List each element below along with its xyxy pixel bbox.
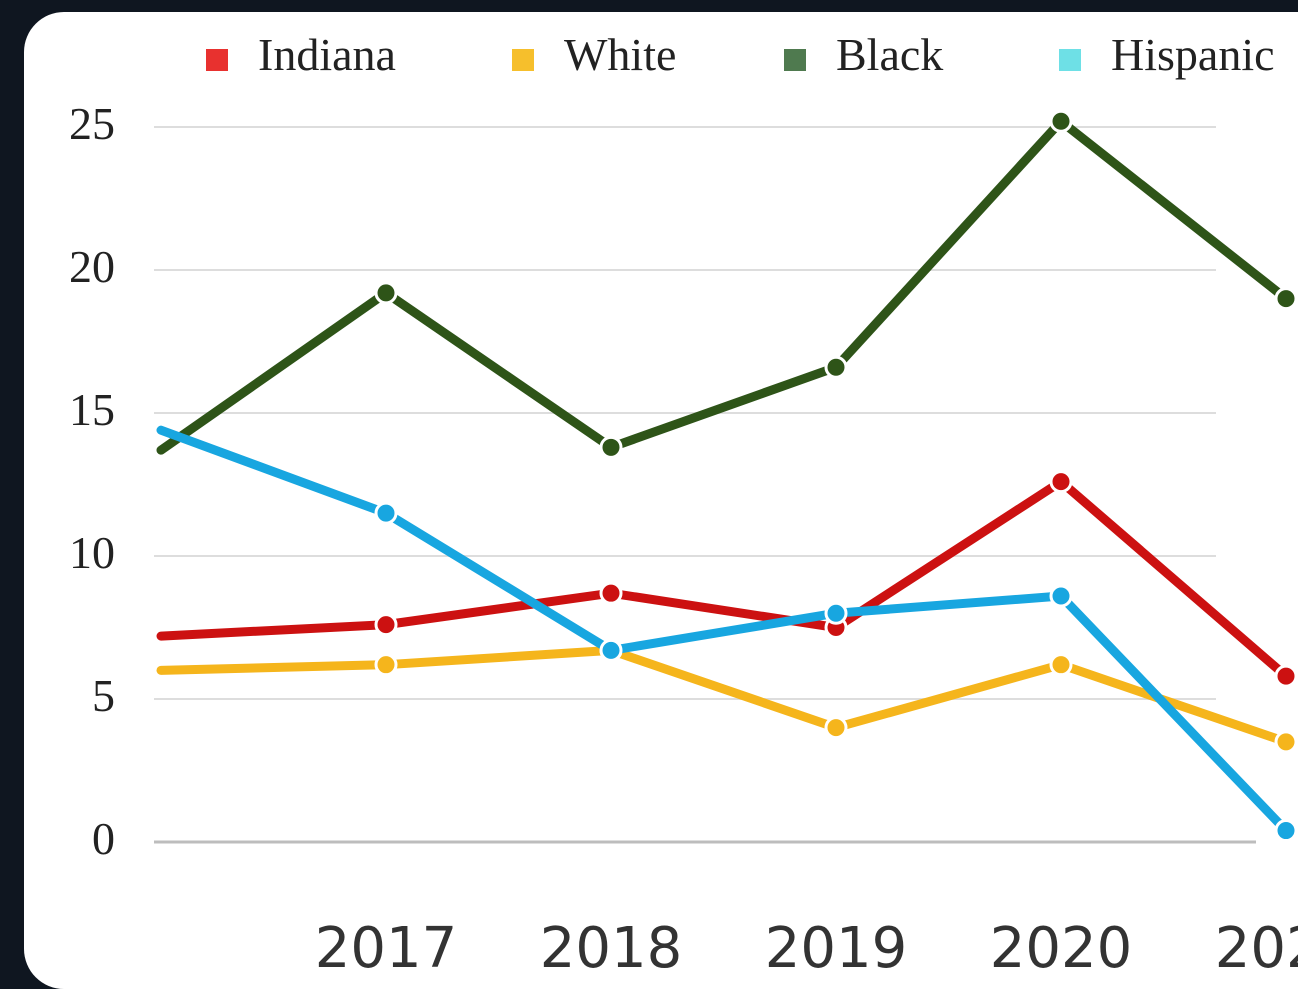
y-axis-ticks: 0 5 10 15 20 25 [69, 98, 115, 864]
x-tick-label: 2020 [990, 916, 1133, 981]
x-tick-label: 2018 [540, 916, 683, 981]
chart-card: Indiana White Black Hispanic 0 5 10 15 20 25 201… [24, 12, 1298, 989]
series-indiana [156, 470, 1298, 688]
data-point [374, 281, 398, 305]
data-point [1274, 664, 1298, 688]
data-point [1274, 730, 1298, 754]
y-tick-label: 0 [92, 813, 115, 864]
legend: Indiana White Black Hispanic [206, 29, 1275, 80]
data-point [824, 355, 848, 379]
data-point [1049, 584, 1073, 608]
legend-label: Black [836, 29, 943, 80]
data-point [1049, 653, 1073, 677]
x-tick-label: 2017 [315, 916, 458, 981]
data-point [374, 653, 398, 677]
y-tick-label: 25 [69, 98, 115, 149]
gridlines [154, 126, 1256, 844]
plot-area [156, 109, 1298, 843]
series-line [156, 645, 1291, 747]
data-point [824, 601, 848, 625]
y-tick-label: 5 [92, 670, 115, 721]
data-point [599, 638, 623, 662]
data-point [1049, 470, 1073, 494]
y-tick-label: 15 [69, 384, 115, 435]
y-tick-label: 20 [69, 241, 115, 292]
legend-swatch [1059, 49, 1081, 71]
data-point [1049, 109, 1073, 133]
legend-label: Hispanic [1111, 29, 1275, 80]
series-line [156, 116, 1291, 455]
series-black [156, 109, 1298, 459]
data-point [1274, 287, 1298, 311]
legend-label: White [564, 29, 676, 80]
legend-label: Indiana [258, 29, 396, 80]
series-line [156, 477, 1291, 681]
series-line [156, 425, 1291, 836]
data-point [599, 581, 623, 605]
legend-swatch [784, 49, 806, 71]
x-axis-ticks: 2017 2018 2019 2020 2021 [315, 916, 1298, 981]
x-tick-label: 2021 [1215, 916, 1298, 981]
data-point [374, 501, 398, 525]
line-chart: Indiana White Black Hispanic 0 5 10 15 20 25 201… [69, 29, 1298, 981]
data-point [374, 613, 398, 637]
data-point [599, 435, 623, 459]
y-tick-label: 10 [69, 527, 115, 578]
legend-swatch [206, 49, 228, 71]
x-tick-label: 2019 [765, 916, 908, 981]
series-hispanic [156, 425, 1298, 843]
data-point [1274, 819, 1298, 843]
data-point [824, 716, 848, 740]
legend-swatch [512, 49, 534, 71]
